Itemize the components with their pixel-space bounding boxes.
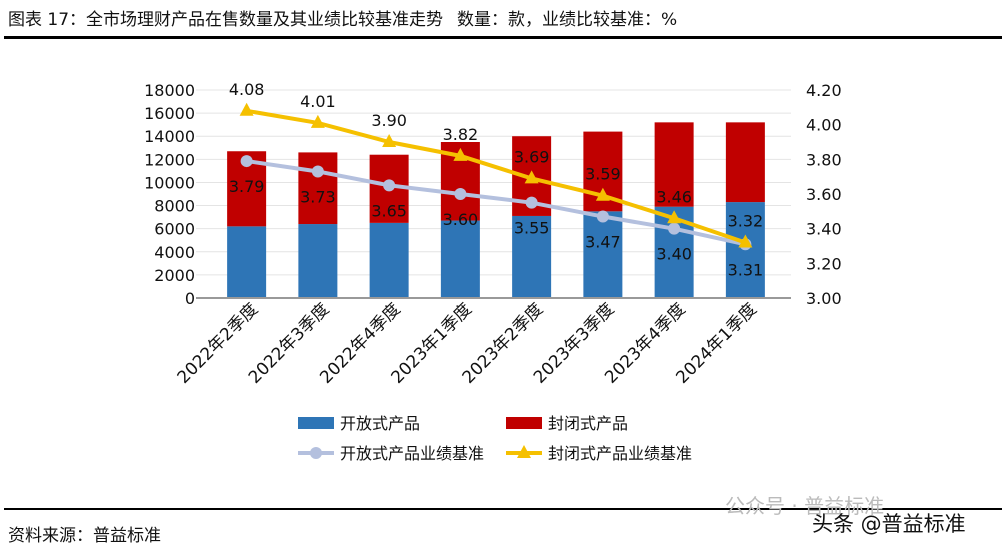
point-closed bbox=[595, 187, 610, 201]
title-units: 数量：款，业绩比较基准：% bbox=[457, 10, 678, 30]
data-label: 3.59 bbox=[585, 165, 621, 184]
y-right-tick-label: 3.80 bbox=[806, 150, 842, 169]
y-right-tick-label: 3.40 bbox=[806, 220, 842, 239]
data-label: 3.47 bbox=[585, 233, 621, 252]
legend-label: 开放式产品业绩基准 bbox=[340, 444, 484, 463]
bottom-rule bbox=[4, 508, 1002, 510]
data-label: 3.79 bbox=[229, 177, 265, 196]
y-right-tick-label: 3.20 bbox=[806, 254, 842, 273]
bar-closed bbox=[298, 152, 338, 225]
bar-closed bbox=[654, 122, 694, 207]
data-label: 3.40 bbox=[656, 245, 692, 264]
point-closed bbox=[382, 134, 397, 147]
data-label: 3.69 bbox=[514, 147, 550, 166]
bar-open bbox=[440, 220, 480, 298]
point-open bbox=[311, 165, 324, 178]
chart-title: 图表 17：全市场理财产品在售数量及其业绩比较基准走势 数量：款，业绩比较基准：% bbox=[8, 5, 691, 30]
legend-swatch bbox=[298, 417, 334, 429]
line-open bbox=[246, 159, 746, 247]
chart: 0 2000 4000 6000 8000 10000 12000 14000 16000 180… bbox=[144, 80, 842, 463]
title-main: 图表 17：全市场理财产品在售数量及其业绩比较基准走势 bbox=[8, 10, 444, 30]
y-left-tick-label: 2000 bbox=[154, 266, 195, 285]
y-right-tick-label: 3.00 bbox=[806, 289, 842, 308]
legend-label: 封闭式产品业绩基准 bbox=[548, 444, 692, 463]
legend-swatch bbox=[506, 417, 542, 429]
line-closed bbox=[246, 108, 747, 245]
watermark-toutiao: 头条 @普益标准 bbox=[812, 512, 966, 536]
bar-open bbox=[227, 226, 267, 298]
y-left-tick-label: 4000 bbox=[154, 243, 195, 262]
bar-closed bbox=[725, 122, 765, 203]
y-right-tick-label: 4.00 bbox=[806, 116, 842, 135]
point-closed bbox=[239, 102, 254, 116]
data-label: 3.82 bbox=[443, 125, 479, 144]
data-label: 3.65 bbox=[371, 201, 407, 220]
source-note: 资料来源：普益标准 bbox=[8, 526, 161, 546]
y-right-tick-label: 4.20 bbox=[806, 81, 842, 100]
data-label: 3.46 bbox=[656, 187, 692, 206]
data-label: 3.90 bbox=[371, 111, 407, 130]
top-rule bbox=[4, 36, 1002, 39]
point-open bbox=[240, 155, 253, 168]
legend-marker bbox=[310, 447, 322, 459]
point-open bbox=[525, 196, 538, 209]
data-label: 3.31 bbox=[728, 260, 764, 279]
bar-open bbox=[369, 222, 409, 298]
data-label: 4.08 bbox=[229, 80, 265, 99]
bar-open bbox=[583, 211, 623, 298]
legend-label: 封闭式产品 bbox=[548, 414, 628, 433]
data-label: 3.60 bbox=[443, 210, 479, 229]
legend-label: 开放式产品 bbox=[340, 414, 420, 433]
y-right-tick-label: 3.60 bbox=[806, 185, 842, 204]
y-left-tick-label: 12000 bbox=[144, 150, 195, 169]
point-closed bbox=[667, 210, 682, 224]
y-left-tick-label: 14000 bbox=[144, 127, 195, 146]
point-closed bbox=[738, 234, 753, 248]
data-label: 3.73 bbox=[300, 187, 336, 206]
y-left-tick-label: 16000 bbox=[144, 104, 195, 123]
y-left-tick-label: 0 bbox=[185, 289, 195, 308]
y-left-tick-label: 6000 bbox=[154, 220, 195, 239]
data-label: 3.32 bbox=[728, 212, 764, 231]
legend-marker bbox=[517, 445, 531, 458]
point-closed bbox=[310, 114, 325, 128]
data-label: 3.55 bbox=[514, 219, 550, 238]
bar-open bbox=[298, 224, 338, 298]
point-open bbox=[596, 210, 609, 223]
point-closed bbox=[453, 147, 468, 161]
bar-open bbox=[512, 215, 552, 298]
point-open bbox=[454, 188, 467, 200]
watermark-wechat: 公众号 · 普益标准 bbox=[725, 494, 885, 518]
point-closed bbox=[524, 170, 539, 184]
data-label: 4.01 bbox=[300, 92, 336, 111]
point-open bbox=[668, 222, 681, 235]
y-left-tick-label: 10000 bbox=[144, 173, 195, 192]
y-left-tick-label: 18000 bbox=[144, 81, 195, 100]
point-open bbox=[383, 179, 396, 192]
y-left-tick-label: 8000 bbox=[154, 197, 195, 216]
